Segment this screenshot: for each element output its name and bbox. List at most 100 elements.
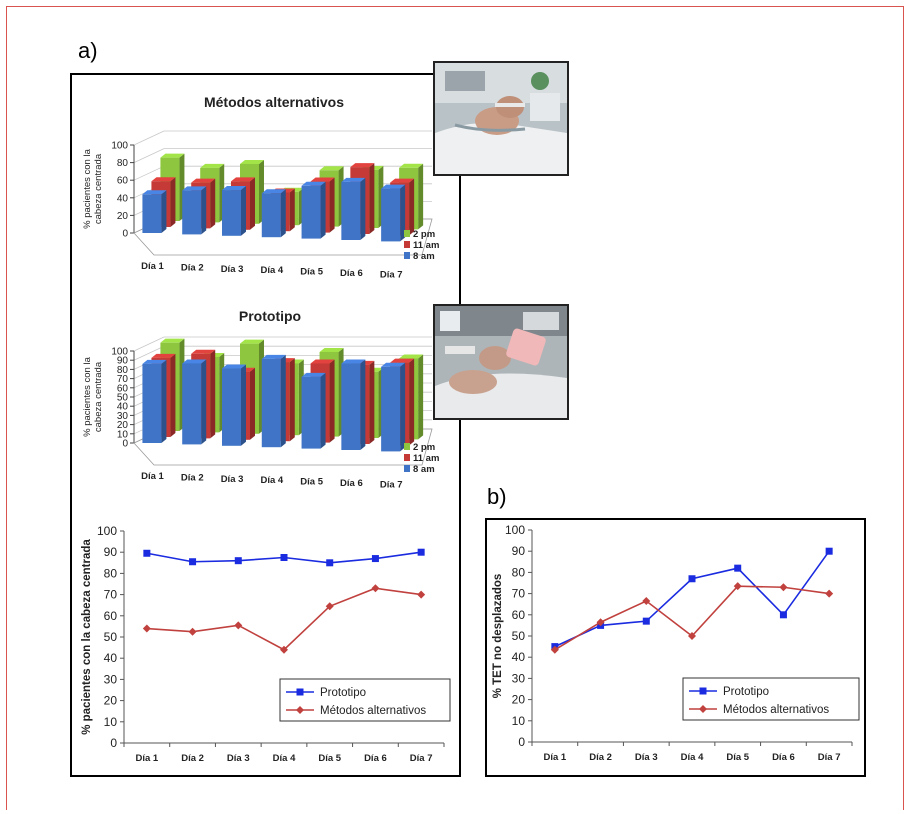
y-tick-label: 20 <box>117 211 129 222</box>
panel-a-box: Métodos alternativos% pacientes con la ca… <box>70 73 461 777</box>
x-tick-label: Día 7 <box>818 752 841 763</box>
data-point-square <box>371 555 379 563</box>
bar-front <box>301 185 321 239</box>
x-tick-label: Día 3 <box>221 264 244 275</box>
grid-side <box>133 130 165 146</box>
bar-8-am-1 <box>142 190 167 233</box>
data-point-diamond <box>371 584 380 593</box>
data-point-diamond <box>234 621 243 630</box>
bar-front <box>142 363 162 443</box>
bar-side <box>360 177 366 240</box>
y-tick-label: 80 <box>117 158 129 169</box>
y-tick-label: 100 <box>111 347 128 358</box>
legend-swatch <box>404 454 410 461</box>
y-tick-label: 0 <box>110 736 117 750</box>
y-tick-label: 50 <box>512 629 526 643</box>
bar-side <box>161 359 167 443</box>
bar-side <box>201 359 207 445</box>
data-point-diamond <box>779 583 788 592</box>
bar-side <box>249 177 255 230</box>
bar-top <box>319 347 344 352</box>
y-axis-label: % TET no desplazados <box>492 574 504 699</box>
bar-8-am-5 <box>301 372 326 449</box>
legend-label: 2 pm <box>413 229 435 240</box>
x-tick-label: Día 1 <box>141 471 164 482</box>
patient-photo-conventional <box>433 61 569 176</box>
x-tick-label: Día 2 <box>589 752 612 763</box>
x-tick-label: Día 1 <box>141 261 164 272</box>
data-point-square <box>280 554 288 561</box>
y-tick-label: 40 <box>104 651 118 665</box>
bar-side <box>409 358 415 446</box>
legend-marker <box>699 687 707 695</box>
x-tick-label: Día 6 <box>340 478 363 489</box>
bar-side <box>329 359 335 443</box>
panel-b-box: 0 10 20 30 40 50 60 70 80 90 100 Día 1 Día 2 Día 3 Día… <box>485 518 866 777</box>
bar-8-am-3 <box>221 364 246 446</box>
data-point-square <box>779 611 787 619</box>
bar-top <box>182 186 207 191</box>
data-point-diamond <box>596 618 605 627</box>
x-tick-label: Día 7 <box>380 269 403 280</box>
series-line-metodos <box>554 585 830 651</box>
bar-side <box>161 190 167 233</box>
x-tick-label: Día 1 <box>135 753 158 764</box>
y-tick-label: 10 <box>104 715 118 729</box>
x-tick-label: Día 2 <box>181 472 204 483</box>
bar-top <box>200 163 225 168</box>
data-point-diamond <box>188 627 197 636</box>
y-axis-label: cabeza centrada <box>93 361 104 432</box>
bar-side <box>289 358 295 442</box>
bar-side <box>409 178 415 236</box>
data-point-square <box>189 558 197 566</box>
bar-top <box>182 359 207 364</box>
data-point-diamond <box>142 624 151 633</box>
bar-side <box>170 177 176 227</box>
x-tick-label: Día 1 <box>543 752 566 763</box>
legend-swatch <box>404 241 410 248</box>
data-point-square <box>143 549 151 557</box>
bar-8-am-4 <box>261 354 286 448</box>
y-tick-label: 10 <box>117 429 129 440</box>
chart-title: Métodos alternativos <box>204 94 344 110</box>
bar-top <box>399 163 424 168</box>
y-tick-label: 60 <box>117 176 129 187</box>
patient-photo-prototype <box>433 304 569 420</box>
data-point-diamond <box>280 645 288 654</box>
legend-label: 11 am <box>413 240 439 251</box>
y-tick-label: 30 <box>104 672 118 686</box>
data-point-square <box>734 564 742 572</box>
bar-top <box>310 177 335 182</box>
bar-side <box>240 186 246 236</box>
bar-8-am-3 <box>221 186 246 236</box>
y-tick-label: 50 <box>104 630 118 644</box>
bar-side <box>400 184 406 242</box>
panel-label-a: a) <box>78 38 98 63</box>
legend-label: Métodos alternativos <box>723 704 829 716</box>
bar-8-am-7 <box>381 362 406 452</box>
bar-top <box>261 189 286 194</box>
x-tick-label: Día 4 <box>260 265 283 276</box>
y-tick-label: 80 <box>117 365 129 376</box>
data-point-diamond <box>825 589 834 598</box>
y-axis-label: % pacientes con la <box>82 356 93 436</box>
y-tick-label: 80 <box>512 565 526 579</box>
bar-top <box>341 359 366 364</box>
bar-side <box>418 354 424 440</box>
data-point-square <box>417 548 425 556</box>
y-tick-label: 30 <box>117 411 129 422</box>
y-axis-label: cabeza centrada <box>93 153 104 224</box>
legend-swatch <box>404 252 410 259</box>
y-tick-label: 70 <box>512 587 526 601</box>
data-point-diamond <box>325 602 334 611</box>
x-tick-label: Día 5 <box>300 477 323 488</box>
y-tick-label: 10 <box>512 714 526 728</box>
x-tick-label: Día 5 <box>300 267 323 278</box>
x-tick-label: Día 4 <box>273 753 296 764</box>
bar-front <box>142 194 162 233</box>
legend-box <box>279 678 451 722</box>
y-tick-label: 70 <box>117 374 129 385</box>
bar-front <box>182 363 202 445</box>
y-tick-label: 60 <box>104 609 118 623</box>
y-tick-label: 0 <box>122 229 128 240</box>
